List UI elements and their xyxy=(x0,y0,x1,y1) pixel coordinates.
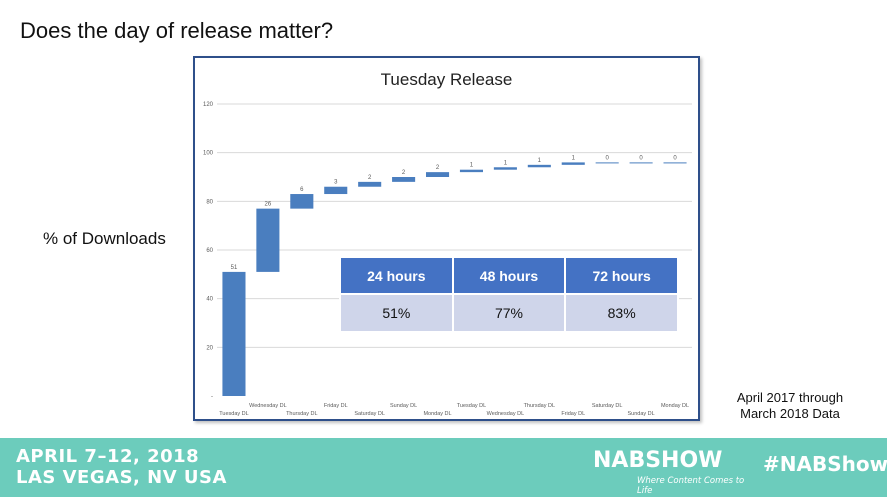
waterfall-bar xyxy=(256,208,280,272)
waterfall-bar xyxy=(358,181,382,187)
event-location-line: LAS VEGAS, NV USA xyxy=(16,467,227,488)
data-label: 2 xyxy=(368,175,372,181)
data-label: 1 xyxy=(504,160,508,166)
summary-header-72h: 72 hours xyxy=(564,256,679,295)
data-label: 3 xyxy=(334,180,338,186)
x-tick-label: Monday DL xyxy=(661,403,689,409)
x-tick-label: Sunday DL xyxy=(390,403,417,409)
waterfall-bar xyxy=(629,162,653,164)
x-tick-label: Wednesday DL xyxy=(487,411,525,417)
summary-table: 24 hours 48 hours 72 hours 51% 77% 83% xyxy=(339,256,679,333)
waterfall-bar xyxy=(426,172,450,177)
summary-header-48h: 48 hours xyxy=(451,256,567,295)
x-tick-label: Wednesday DL xyxy=(249,403,287,409)
nab-show-logo[interactable]: NABSHOW Where Content Comes to Life xyxy=(593,448,753,496)
x-tick-label: Monday DL xyxy=(423,411,451,417)
waterfall-bar xyxy=(290,194,314,209)
source-line-2: March 2018 Data xyxy=(740,406,840,421)
x-tick-label: Friday DL xyxy=(324,403,348,409)
x-tick-label: Tuesday DL xyxy=(457,403,486,409)
y-tick-label: 80 xyxy=(206,199,213,205)
data-label: 1 xyxy=(572,155,576,161)
x-tick-label: Sunday DL xyxy=(627,411,654,417)
data-label: 51 xyxy=(231,265,238,271)
waterfall-bar xyxy=(392,177,416,182)
y-tick-label: - xyxy=(211,394,213,400)
brand-wordmark: NABSHOW xyxy=(593,448,723,473)
data-label: 0 xyxy=(639,155,643,161)
waterfall-bar xyxy=(459,169,483,173)
x-tick-label: Tuesday DL xyxy=(219,411,248,417)
waterfall-bar xyxy=(595,162,619,164)
waterfall-bar xyxy=(561,162,585,165)
y-tick-label: 40 xyxy=(206,297,213,303)
y-tick-label: 20 xyxy=(206,345,213,351)
data-label: 2 xyxy=(436,165,440,171)
chart-frame: Tuesday Release -20 40 60 80 100 120 51 Tuesday… xyxy=(193,56,700,421)
hashtag[interactable]: #NABShow xyxy=(763,452,887,476)
slide-title: Does the day of release matter? xyxy=(20,18,334,43)
x-tick-label: Friday DL xyxy=(561,411,585,417)
summary-value-48h: 77% xyxy=(451,293,567,333)
y-tick-label: 100 xyxy=(203,151,214,157)
brand-tagline: Where Content Comes to Life xyxy=(637,476,745,496)
waterfall-bar xyxy=(493,167,517,170)
data-label: 2 xyxy=(402,170,406,176)
waterfall-bar xyxy=(527,164,551,168)
y-tick-label: 60 xyxy=(206,248,213,254)
event-dates-line: APRIL 7–12, 2018 xyxy=(16,446,200,467)
data-label: 26 xyxy=(265,202,272,208)
data-label: 0 xyxy=(673,155,677,161)
chart-title: Tuesday Release xyxy=(380,70,513,89)
summary-header-row: 24 hours 48 hours 72 hours xyxy=(339,256,679,295)
y-axis-side-label: % of Downloads xyxy=(43,229,166,248)
summary-value-72h: 83% xyxy=(564,293,679,333)
source-line-1: April 2017 through xyxy=(736,390,844,405)
y-tick-label: 120 xyxy=(203,102,214,108)
data-label: 6 xyxy=(300,187,304,193)
data-label: 1 xyxy=(538,158,542,164)
event-dates: APRIL 7–12, 2018 LAS VEGAS, NV USA xyxy=(16,446,227,488)
footer-banner: APRIL 7–12, 2018 LAS VEGAS, NV USA NABSH… xyxy=(0,438,887,497)
x-tick-label: Saturday DL xyxy=(592,403,623,409)
waterfall-bar xyxy=(663,162,687,164)
summary-value-24h: 51% xyxy=(339,293,454,333)
summary-value-row: 51% 77% 83% xyxy=(339,293,679,333)
x-tick-label: Thursday DL xyxy=(524,403,556,409)
data-label: 1 xyxy=(470,163,474,169)
x-tick-label: Thursday DL xyxy=(286,411,318,417)
waterfall-bar xyxy=(324,186,348,195)
source-note: April 2017 through March 2018 Data xyxy=(725,390,855,422)
summary-header-24h: 24 hours xyxy=(339,256,454,295)
waterfall-bar xyxy=(222,271,246,396)
x-tick-label: Saturday DL xyxy=(354,411,385,417)
data-label: 0 xyxy=(606,155,610,161)
